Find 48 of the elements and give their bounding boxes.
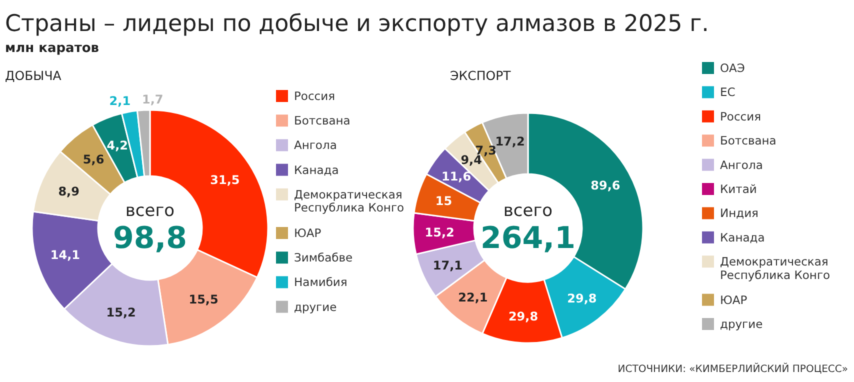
text: ЭКСПОРТ [450,68,512,83]
legend-label: Ботсвана [294,114,350,128]
legend-label: другие [720,317,763,331]
data-label: 4,2 [106,138,128,152]
legend-label: Канада [294,162,339,177]
data-label: 29,8 [508,310,538,324]
data-label: 2,1 [109,94,131,108]
legend-label: Зимбабве [294,250,353,265]
data-label: 5,6 [82,152,104,166]
text: ИСТОЧНИКИ: «КИМБЕРЛИЙСКИЙ ПРОЦЕСС» [618,362,848,375]
data-label: 8,9 [58,184,80,199]
chart-subtitle: млн каратов [5,41,100,56]
legend-label: Ботсвана [720,134,776,148]
text: 264,1 [480,221,576,256]
legend-label: Ангола [720,158,763,172]
data-label: 22,1 [458,290,488,305]
data-label: 15,2 [106,305,136,320]
chart-title: Страны – лидеры по добыче и экспорту алмазов в 2025 г. [5,11,709,37]
data-label: 29,8 [567,291,597,306]
text: ДОБЫЧА [5,68,62,83]
legend-label: Демократическая Республика Конго [720,254,830,282]
legend-label: Россия [720,109,762,124]
data-label: 1,7 [142,92,164,106]
data-label: 15 [435,194,452,208]
data-label: 31,5 [210,173,240,188]
data-label: 17,1 [432,258,462,272]
data-label: 11,6 [441,169,472,184]
legend-label: другие [294,300,337,314]
text: всего [125,201,175,221]
legend-label: Намибия [294,275,348,290]
legend-label: ЮАР [294,226,322,240]
data-label: 9,4 [460,153,482,168]
legend-label: Демократическая Республика Конго [294,187,404,215]
legend-label: ЮАР [720,292,748,307]
legend-label: Ангола [294,138,337,152]
legend-label: Канада [720,230,765,244]
legend-label: ОАЭ [720,61,745,75]
text: 98,8 [112,221,188,256]
text: всего [503,201,553,221]
data-label: 14,1 [50,248,80,262]
legend-label: ЕС [720,85,736,100]
data-label: 17,2 [495,134,525,149]
data-label: 89,6 [590,178,620,192]
legend-label: Индия [720,206,758,220]
data-label: 15,2 [424,226,454,240]
data-label: 15,5 [188,292,218,306]
legend-label: Китай [720,182,757,196]
legend-label: Россия [294,89,336,103]
